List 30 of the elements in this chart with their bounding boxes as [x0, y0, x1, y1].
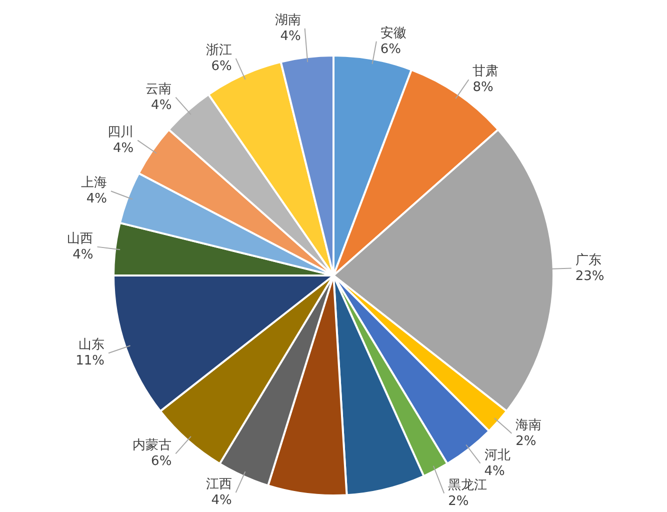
slice-label: 河北: [484, 448, 510, 463]
slice-label: 甘肃: [472, 64, 499, 80]
slice-label: 云南: [146, 82, 172, 97]
slice-label: 山西: [67, 231, 94, 246]
data-label: 4%: [211, 493, 232, 508]
data-label: 2%: [516, 434, 536, 449]
data-label: 4%: [484, 464, 505, 479]
slice-label: 浙江: [206, 42, 232, 58]
slice-label: 江西: [206, 477, 232, 492]
slice-label: 内蒙古: [132, 438, 172, 454]
data-label: 11%: [76, 354, 105, 369]
data-label: 23%: [575, 268, 604, 284]
data-label: 6%: [211, 58, 232, 74]
slice-label: 山东: [78, 338, 105, 353]
data-label: 4%: [86, 192, 107, 207]
slice-label: 四川: [108, 124, 134, 140]
data-label: 8%: [472, 80, 494, 96]
data-label: 2%: [448, 494, 469, 509]
data-label: 4%: [113, 140, 134, 156]
slice-label: 海南: [516, 418, 542, 433]
slice-label: 湖南: [274, 12, 301, 28]
data-label: 6%: [151, 454, 172, 470]
data-label: 4%: [280, 28, 301, 44]
data-label: 6%: [380, 42, 402, 57]
slice-label: 上海: [80, 176, 107, 191]
data-label: 4%: [72, 247, 94, 262]
slice-label: 广东: [575, 252, 602, 268]
slice-label: 黑龙江: [448, 478, 488, 493]
data-label: 4%: [151, 98, 172, 113]
slice-label: 安徽: [380, 24, 406, 41]
